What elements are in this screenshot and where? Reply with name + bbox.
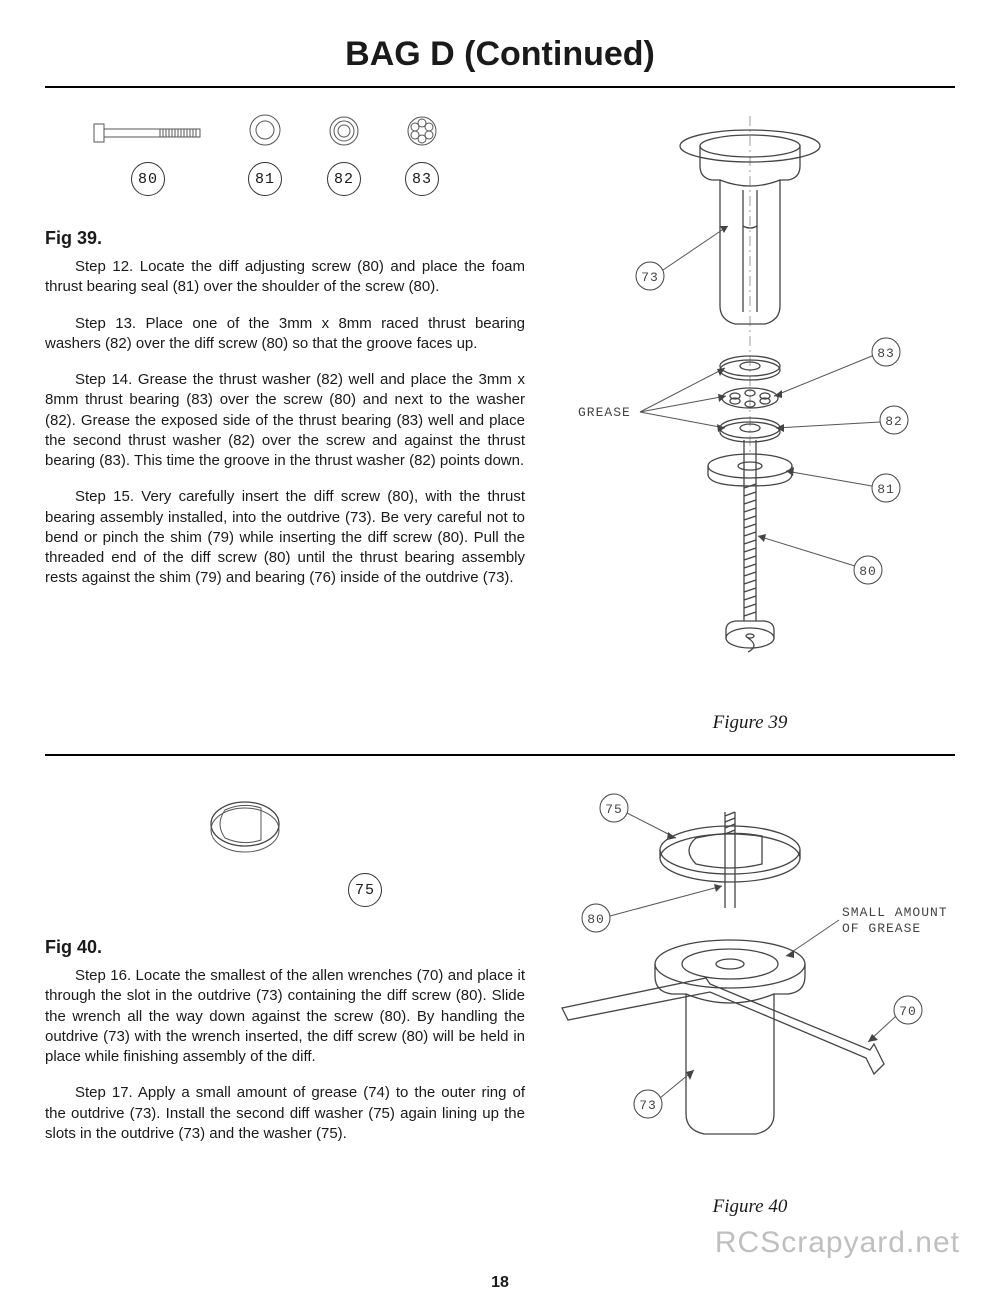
svg-text:73: 73 — [641, 270, 659, 285]
step-text: Step 16. Locate the smallest of the alle… — [45, 966, 525, 1067]
section-fig39: 80 81 82 — [45, 106, 955, 734]
screw-icon — [93, 118, 203, 148]
bearing-icon — [405, 114, 439, 148]
svg-text:81: 81 — [877, 482, 895, 497]
svg-text:SMALL AMOUNT: SMALL AMOUNT — [842, 905, 948, 920]
svg-text:80: 80 — [587, 912, 605, 927]
washer-icon — [247, 112, 283, 148]
svg-text:80: 80 — [859, 564, 877, 579]
figure-40-diagram: 75 80 70 73 SMALL AMOUNT OF GREASE — [550, 780, 950, 1180]
page-title: BAG D (Continued) — [45, 35, 955, 88]
step-text: Step 17. Apply a small amount of grease … — [45, 1083, 525, 1144]
section-fig40: 75 Fig 40. Step 16. Locate the smallest … — [45, 780, 955, 1218]
part-75: 75 — [45, 780, 525, 923]
part-80: 80 — [93, 118, 203, 196]
svg-text:82: 82 — [885, 414, 903, 429]
step-text: Step 15. Very carefully insert the diff … — [45, 487, 525, 588]
svg-text:75: 75 — [605, 802, 623, 817]
step-text: Step 12. Locate the diff adjusting screw… — [45, 257, 525, 298]
section-divider — [45, 754, 955, 756]
part-81: 81 — [247, 112, 283, 196]
diff-washer-icon — [205, 798, 285, 858]
figure-caption: Figure 39 — [545, 712, 955, 734]
figure-caption: Figure 40 — [545, 1196, 955, 1218]
figure-39-diagram: 73 — [560, 106, 940, 696]
part-label: 75 — [348, 873, 382, 907]
fig-heading: Fig 40. — [45, 937, 525, 958]
part-label: 80 — [131, 162, 165, 196]
part-83: 83 — [405, 114, 439, 196]
part-label: 82 — [327, 162, 361, 196]
step-text: Step 13. Place one of the 3mm x 8mm race… — [45, 314, 525, 355]
svg-text:83: 83 — [877, 346, 895, 361]
svg-text:70: 70 — [899, 1004, 917, 1019]
watermark: RCScrapyard.net — [715, 1226, 960, 1260]
part-label: 83 — [405, 162, 439, 196]
page-number: 18 — [0, 1274, 1000, 1292]
part-label: 81 — [248, 162, 282, 196]
svg-text:73: 73 — [639, 1098, 657, 1113]
thrust-washer-icon — [327, 114, 361, 148]
svg-text:OF GREASE: OF GREASE — [842, 921, 921, 936]
part-82: 82 — [327, 114, 361, 196]
fig-heading: Fig 39. — [45, 228, 525, 249]
svg-text:GREASE: GREASE — [578, 405, 631, 420]
parts-row: 80 81 82 — [45, 106, 525, 214]
step-text: Step 14. Grease the thrust washer (82) w… — [45, 370, 525, 471]
